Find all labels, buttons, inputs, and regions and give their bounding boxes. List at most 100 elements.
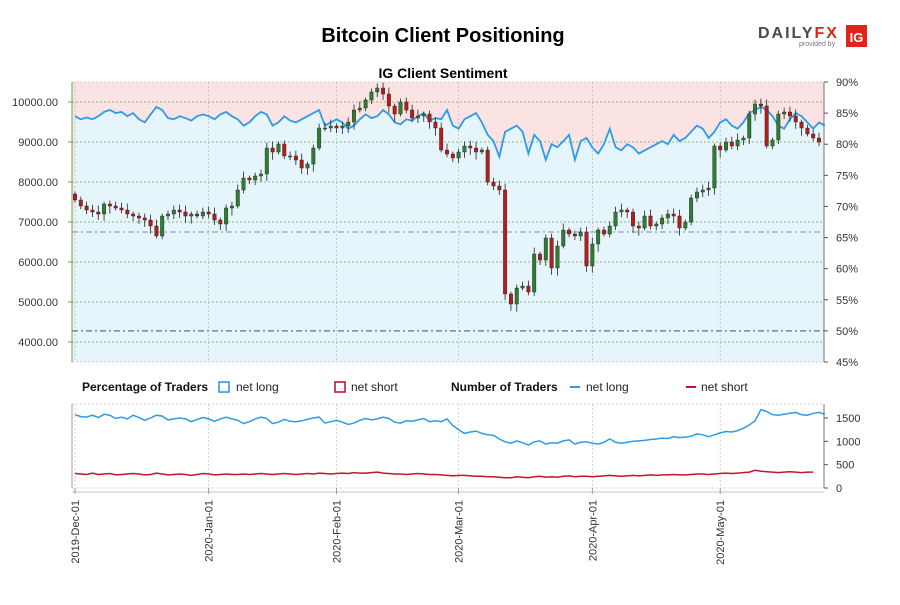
candle-body <box>607 225 612 235</box>
candle-body <box>700 189 705 193</box>
candle-body <box>671 213 676 217</box>
legend-pct-short: net short <box>351 380 398 394</box>
candle-body <box>572 233 577 237</box>
price-tick-label: 8000.00 <box>18 177 58 189</box>
candle-body <box>259 173 263 177</box>
candle-body <box>532 253 537 293</box>
sentiment-line-layer <box>74 105 826 164</box>
candle-body <box>282 143 287 157</box>
net-long-percentage-line <box>74 105 826 164</box>
candle-body <box>264 147 269 175</box>
price-tick-label: 4000.00 <box>18 337 58 349</box>
candle-body <box>177 209 182 213</box>
price-tick-label: 9000.00 <box>18 137 58 149</box>
candle-body <box>270 147 275 153</box>
candle-body <box>73 193 77 201</box>
candle-body <box>195 213 200 217</box>
candle-body <box>241 177 246 191</box>
candle-body <box>584 231 589 267</box>
candle-body <box>456 151 461 159</box>
date-tick-label: 2020-Mar-01 <box>454 500 466 563</box>
candle-body <box>433 121 438 129</box>
legend-pct-heading: Percentage of Traders <box>82 380 208 394</box>
net-long-traders-line <box>74 408 826 446</box>
candle-body <box>764 105 769 147</box>
candle-body <box>799 121 804 129</box>
candle-body <box>625 209 630 213</box>
sentiment-tick-label: 75% <box>836 170 858 182</box>
date-tick-label: 2019-Dec-01 <box>70 500 82 564</box>
price-tick-label: 6000.00 <box>18 257 58 269</box>
candle-body <box>189 213 194 217</box>
candle-body <box>694 191 699 199</box>
candle-body <box>276 143 281 153</box>
candle-body <box>299 159 304 169</box>
candle-body <box>253 175 258 181</box>
net-short-traders-line <box>74 469 814 479</box>
candle-body <box>421 113 426 117</box>
date-tick-label: 2020-Feb-01 <box>332 500 344 563</box>
candle-body <box>381 87 386 95</box>
candle-body <box>526 285 531 293</box>
legend-num-long: net long <box>586 380 629 394</box>
candle-body <box>817 137 821 143</box>
candle-body <box>450 153 455 159</box>
legend-num-heading: Number of Traders <box>451 380 558 394</box>
sentiment-tick-label: 70% <box>836 201 858 213</box>
candle-body <box>317 127 322 149</box>
candle-body <box>410 109 415 119</box>
candle-body <box>340 125 345 129</box>
candle-body <box>805 127 810 135</box>
logo-text-fx: FX <box>815 25 839 42</box>
candle-body <box>578 231 583 237</box>
candle-body <box>729 141 734 147</box>
candle-body <box>398 101 403 115</box>
candle-body <box>613 211 618 227</box>
sentiment-tick-label: 55% <box>836 295 858 307</box>
candle-body <box>648 215 653 227</box>
logo-text-daily: DAILY <box>758 25 815 42</box>
candle-body <box>497 185 502 191</box>
candle-body <box>724 141 728 151</box>
candle-body <box>84 205 89 211</box>
candle-body <box>235 189 240 207</box>
candle-body <box>305 163 310 169</box>
date-axis: 2019-Dec-01 2020-Jan-01 2020-Feb-01 2020-Ma… <box>70 488 824 565</box>
candle-body <box>148 219 153 227</box>
candle-body <box>689 197 694 223</box>
candle-body <box>753 103 758 115</box>
candle-body <box>462 145 467 153</box>
candle-body <box>654 223 659 227</box>
candle-body <box>363 99 368 109</box>
sentiment-tick-label: 80% <box>836 139 858 151</box>
candle-body <box>503 189 508 295</box>
candle-body <box>747 113 752 139</box>
candle-body <box>787 111 792 117</box>
candle-body <box>631 211 635 227</box>
candle-body <box>224 207 229 225</box>
candle-body <box>706 187 711 191</box>
candle-body <box>468 145 473 149</box>
legend-num-short: net short <box>701 380 748 394</box>
candle-body <box>404 101 409 111</box>
candle-body <box>229 205 234 209</box>
candle-body <box>96 211 101 215</box>
candle-body <box>136 215 141 219</box>
candle-body <box>642 215 647 229</box>
candle-body <box>328 125 333 129</box>
sentiment-tick-label: 85% <box>836 108 858 120</box>
candle-body <box>555 245 560 269</box>
traders-gridlines <box>72 403 824 489</box>
legend-pct-long-swatch <box>218 381 230 393</box>
candle-body <box>549 237 554 269</box>
svg-text:DAILYFX: DAILYFX <box>758 25 839 42</box>
candle-body <box>288 155 293 158</box>
candle-body <box>712 145 717 189</box>
candle-body <box>660 217 665 225</box>
date-tick-label: 2020-Apr-01 <box>587 500 599 561</box>
candle-body <box>119 207 124 211</box>
logo-tagline: provided by <box>799 41 836 48</box>
price-tick-label: 5000.00 <box>18 297 58 309</box>
candle-body <box>636 225 641 229</box>
date-tick-label: 2020-Jan-01 <box>204 500 216 562</box>
